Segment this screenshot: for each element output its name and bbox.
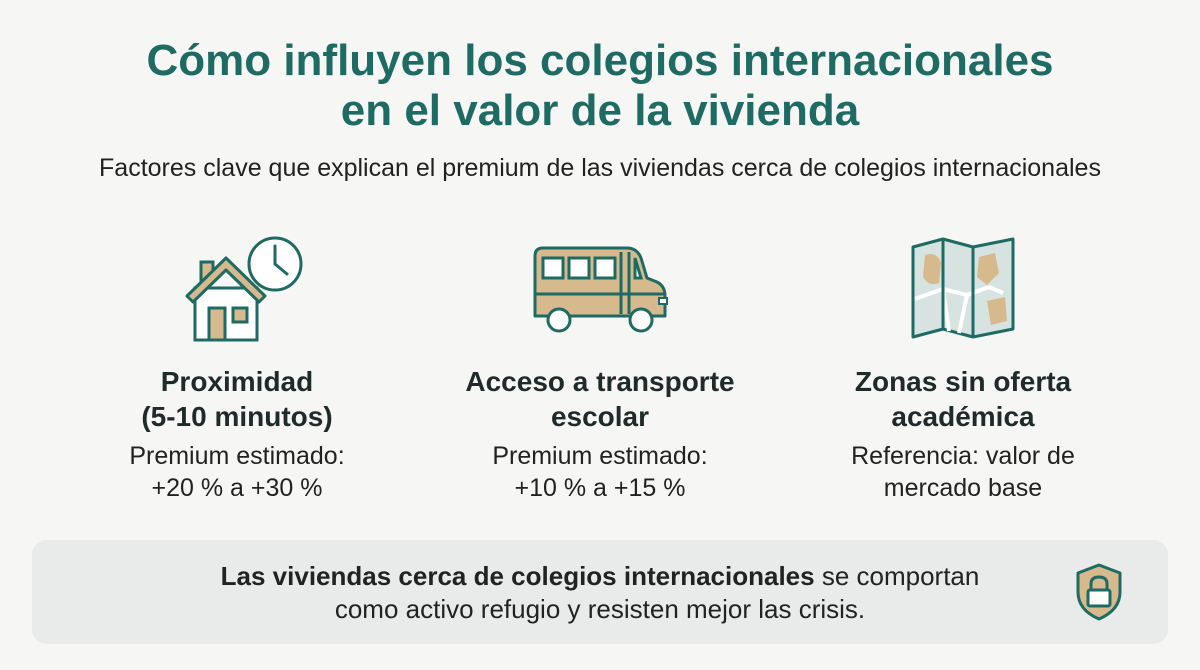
banner-text: Las viviendas cerca de colegios internac… xyxy=(0,560,1200,626)
factor-detail-line: +10 % a +15 % xyxy=(514,474,686,502)
factor-heading-line: Acceso a transporte xyxy=(465,366,735,397)
factor-no-academic-offer: Zonas sin oferta académica Referencia: v… xyxy=(793,228,1133,504)
page-subtitle: Factores clave que explican el premium d… xyxy=(99,154,1101,182)
banner-line-1: Las viviendas cerca de colegios internac… xyxy=(0,560,1200,593)
factor-detail-line: Premium estimado: xyxy=(129,442,345,470)
title-line-1: Cómo influyen los colegios internacional… xyxy=(146,36,1054,85)
factor-heading: Zonas sin oferta académica xyxy=(793,364,1133,434)
page-title: Cómo influyen los colegios internacional… xyxy=(0,36,1200,136)
factor-detail: Premium estimado: +20 % a +30 % xyxy=(67,440,407,504)
school-bus-icon xyxy=(430,228,770,348)
banner-text-rest: se comportan xyxy=(814,561,980,591)
factor-heading-line: escolar xyxy=(550,401,650,432)
factor-detail: Premium estimado: +10 % a +15 % xyxy=(430,440,770,504)
factor-detail-line: mercado base xyxy=(883,474,1043,502)
factor-detail-line: Referencia: valor de xyxy=(851,442,1075,470)
banner-line-2: como activo refugio y resisten mejor las… xyxy=(334,594,866,624)
factor-school-transport: Acceso a transporte escolar Premium esti… xyxy=(430,228,770,504)
factor-proximity: Proximidad (5-10 minutos) Premium estima… xyxy=(67,228,407,504)
factor-heading: Proximidad (5-10 minutos) xyxy=(67,364,407,434)
factor-heading-line: (5-10 minutos) xyxy=(141,401,333,432)
factor-heading-line: académica xyxy=(891,401,1035,432)
map-icon xyxy=(793,228,1133,348)
shield-lock-icon xyxy=(1074,562,1124,627)
factor-detail-line: +20 % a +30 % xyxy=(151,474,323,502)
factor-detail: Referencia: valor de mercado base xyxy=(793,440,1133,504)
factor-detail-line: Premium estimado: xyxy=(492,442,708,470)
conclusion-banner: Las viviendas cerca de colegios internac… xyxy=(32,540,1168,644)
house-clock-icon xyxy=(67,228,407,348)
factor-heading: Acceso a transporte escolar xyxy=(430,364,770,434)
title-line-2: en el valor de la vivienda xyxy=(340,86,860,135)
factor-heading-line: Proximidad xyxy=(160,366,314,397)
factor-heading-line: Zonas sin oferta xyxy=(854,366,1072,397)
banner-bold-text: Las viviendas cerca de colegios internac… xyxy=(220,561,815,591)
